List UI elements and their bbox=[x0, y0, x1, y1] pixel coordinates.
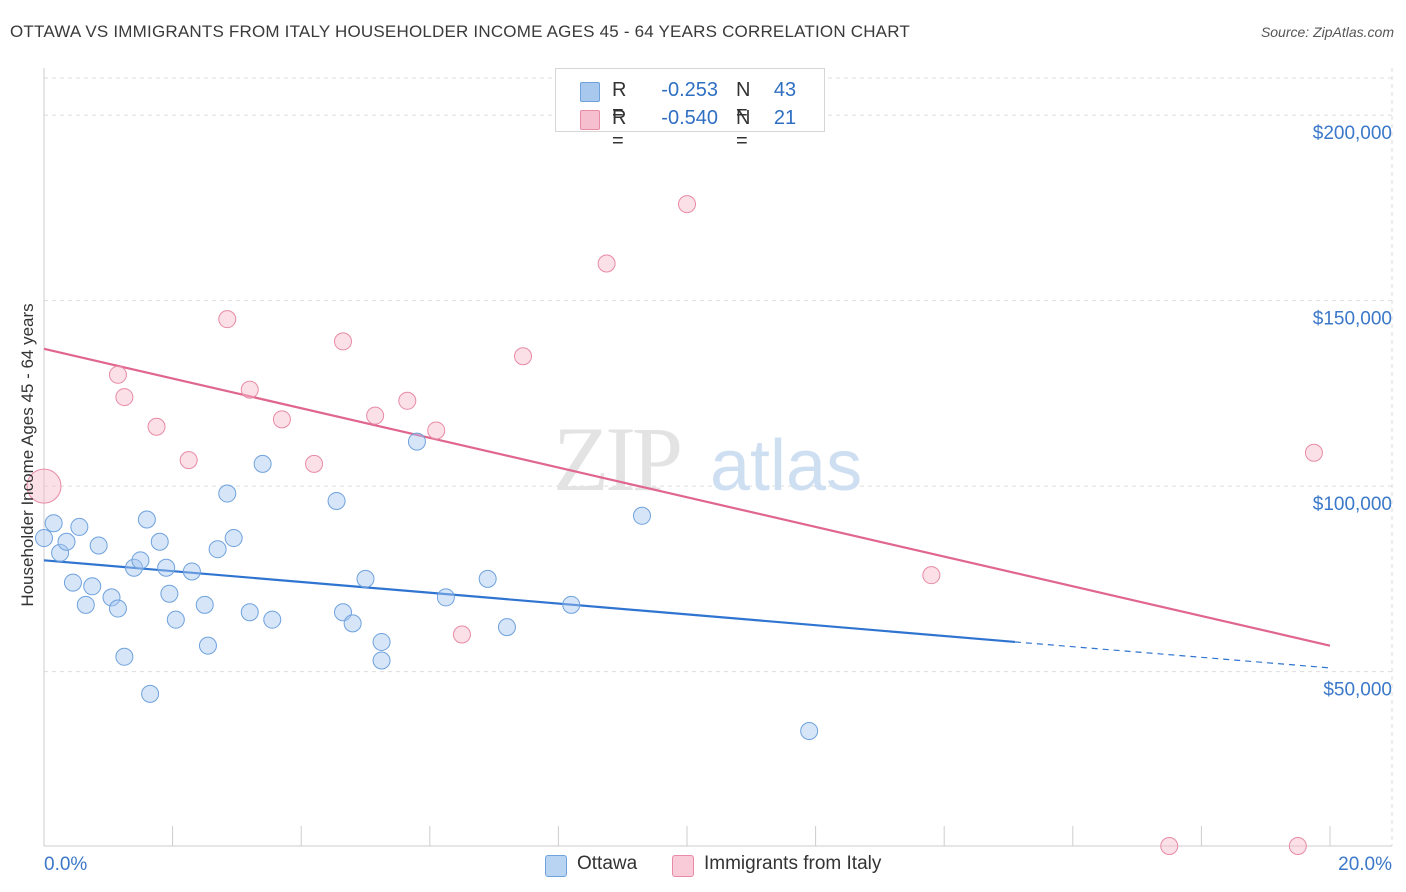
point-ottawa bbox=[115, 647, 134, 666]
x-tick-label-max: 20.0% bbox=[1338, 854, 1392, 875]
point-ottawa bbox=[327, 491, 346, 510]
point-ottawa bbox=[137, 510, 156, 529]
point-ottawa bbox=[407, 432, 426, 451]
point-italy bbox=[1160, 837, 1179, 855]
point-italy bbox=[179, 451, 198, 470]
point-ottawa bbox=[372, 651, 391, 670]
point-ottawa bbox=[182, 562, 201, 581]
stats-r-label: R = bbox=[612, 107, 627, 152]
point-ottawa bbox=[497, 618, 516, 637]
point-ottawa bbox=[157, 558, 176, 577]
grid bbox=[44, 68, 1393, 846]
point-ottawa bbox=[108, 599, 127, 618]
watermark-atlas: atlas bbox=[710, 426, 862, 506]
point-italy bbox=[26, 468, 62, 504]
point-ottawa bbox=[800, 721, 819, 740]
point-ottawa bbox=[562, 595, 581, 614]
trendlines bbox=[43, 347, 1331, 669]
point-ottawa bbox=[102, 588, 121, 607]
point-italy bbox=[366, 406, 385, 425]
point-italy bbox=[218, 310, 237, 329]
point-ottawa bbox=[141, 684, 160, 703]
point-italy bbox=[597, 254, 616, 273]
point-italy bbox=[147, 417, 166, 436]
point-italy bbox=[1304, 443, 1323, 462]
watermark: ZIP atlas bbox=[553, 408, 862, 510]
series-legend: Ottawa Immigrants from Italy bbox=[0, 850, 1406, 880]
point-italy bbox=[427, 421, 446, 440]
point-ottawa bbox=[198, 636, 217, 655]
stats-swatch-ottawa bbox=[580, 82, 600, 102]
stats-n-label: N = bbox=[736, 79, 751, 124]
trendline-ottawa-extension bbox=[1014, 641, 1331, 669]
point-ottawa bbox=[478, 569, 497, 588]
stats-r-value: -0.540 bbox=[661, 107, 718, 129]
points bbox=[26, 195, 1323, 855]
point-italy bbox=[922, 566, 941, 585]
chart-source: Source: ZipAtlas.com bbox=[1260, 24, 1394, 40]
stats-legend: R = -0.253 N = 43 R = -0.540 N = 21 bbox=[555, 68, 825, 152]
point-ottawa bbox=[89, 536, 108, 555]
stats-n-label: N = bbox=[736, 107, 751, 152]
legend-label-italy: Immigrants from Italy bbox=[704, 853, 882, 874]
legend-swatch-ottawa bbox=[545, 855, 567, 877]
x-tick-label-min: 0.0% bbox=[44, 854, 87, 875]
point-italy bbox=[305, 454, 324, 473]
point-ottawa bbox=[632, 506, 651, 525]
y-axis-title: Householder Income Ages 45 - 64 years bbox=[18, 303, 37, 607]
legend-label-ottawa: Ottawa bbox=[577, 853, 638, 874]
trendline-italy bbox=[43, 347, 1331, 647]
y-tick-label: $50,000 bbox=[1323, 680, 1392, 701]
point-ottawa bbox=[125, 558, 144, 577]
point-italy bbox=[272, 410, 291, 429]
point-ottawa bbox=[83, 577, 102, 596]
point-ottawa bbox=[44, 514, 63, 533]
y-tick-label: $200,000 bbox=[1313, 123, 1392, 144]
point-italy bbox=[1288, 837, 1307, 855]
stats-n-value: 21 bbox=[773, 107, 797, 129]
point-ottawa bbox=[253, 454, 272, 473]
y-tick-label: $100,000 bbox=[1313, 494, 1392, 515]
stats-r-value: -0.253 bbox=[661, 79, 718, 101]
point-ottawa bbox=[263, 610, 282, 629]
point-ottawa bbox=[35, 529, 53, 548]
axes bbox=[43, 68, 1392, 847]
point-ottawa bbox=[166, 610, 185, 629]
point-italy bbox=[240, 380, 259, 399]
point-ottawa bbox=[195, 595, 214, 614]
stats-swatch-italy bbox=[580, 110, 600, 130]
y-tick-label: $150,000 bbox=[1313, 309, 1392, 330]
point-ottawa bbox=[208, 540, 227, 559]
point-ottawa bbox=[70, 517, 89, 536]
point-italy bbox=[514, 347, 533, 366]
point-ottawa bbox=[218, 484, 237, 503]
point-italy bbox=[398, 391, 417, 410]
point-ottawa bbox=[51, 543, 70, 562]
point-ottawa bbox=[63, 573, 82, 592]
point-ottawa bbox=[240, 603, 259, 622]
point-ottawa bbox=[356, 569, 375, 588]
trendline-ottawa bbox=[43, 559, 1016, 644]
point-italy bbox=[452, 625, 471, 644]
point-ottawa bbox=[131, 551, 150, 570]
point-ottawa bbox=[160, 584, 179, 603]
stats-n-value: 43 bbox=[773, 79, 797, 101]
point-ottawa bbox=[224, 529, 243, 548]
point-ottawa bbox=[150, 532, 169, 551]
point-ottawa bbox=[76, 595, 95, 614]
legend-swatch-italy bbox=[672, 855, 694, 877]
point-ottawa bbox=[57, 532, 76, 551]
point-ottawa bbox=[372, 632, 391, 651]
tick-labels: $50,000 $100,000 $150,000 $200,000 0.0% 20.0% bbox=[44, 123, 1392, 875]
point-italy bbox=[115, 388, 134, 407]
point-italy bbox=[108, 365, 127, 384]
point-ottawa bbox=[343, 614, 362, 633]
point-italy bbox=[333, 332, 352, 351]
watermark-zip: ZIP bbox=[553, 408, 680, 510]
stats-r-label: R = bbox=[612, 79, 627, 124]
point-italy bbox=[678, 195, 696, 214]
point-ottawa bbox=[436, 588, 455, 607]
chart-title: OTTAWA VS IMMIGRANTS FROM ITALY HOUSEHOL… bbox=[10, 22, 910, 41]
